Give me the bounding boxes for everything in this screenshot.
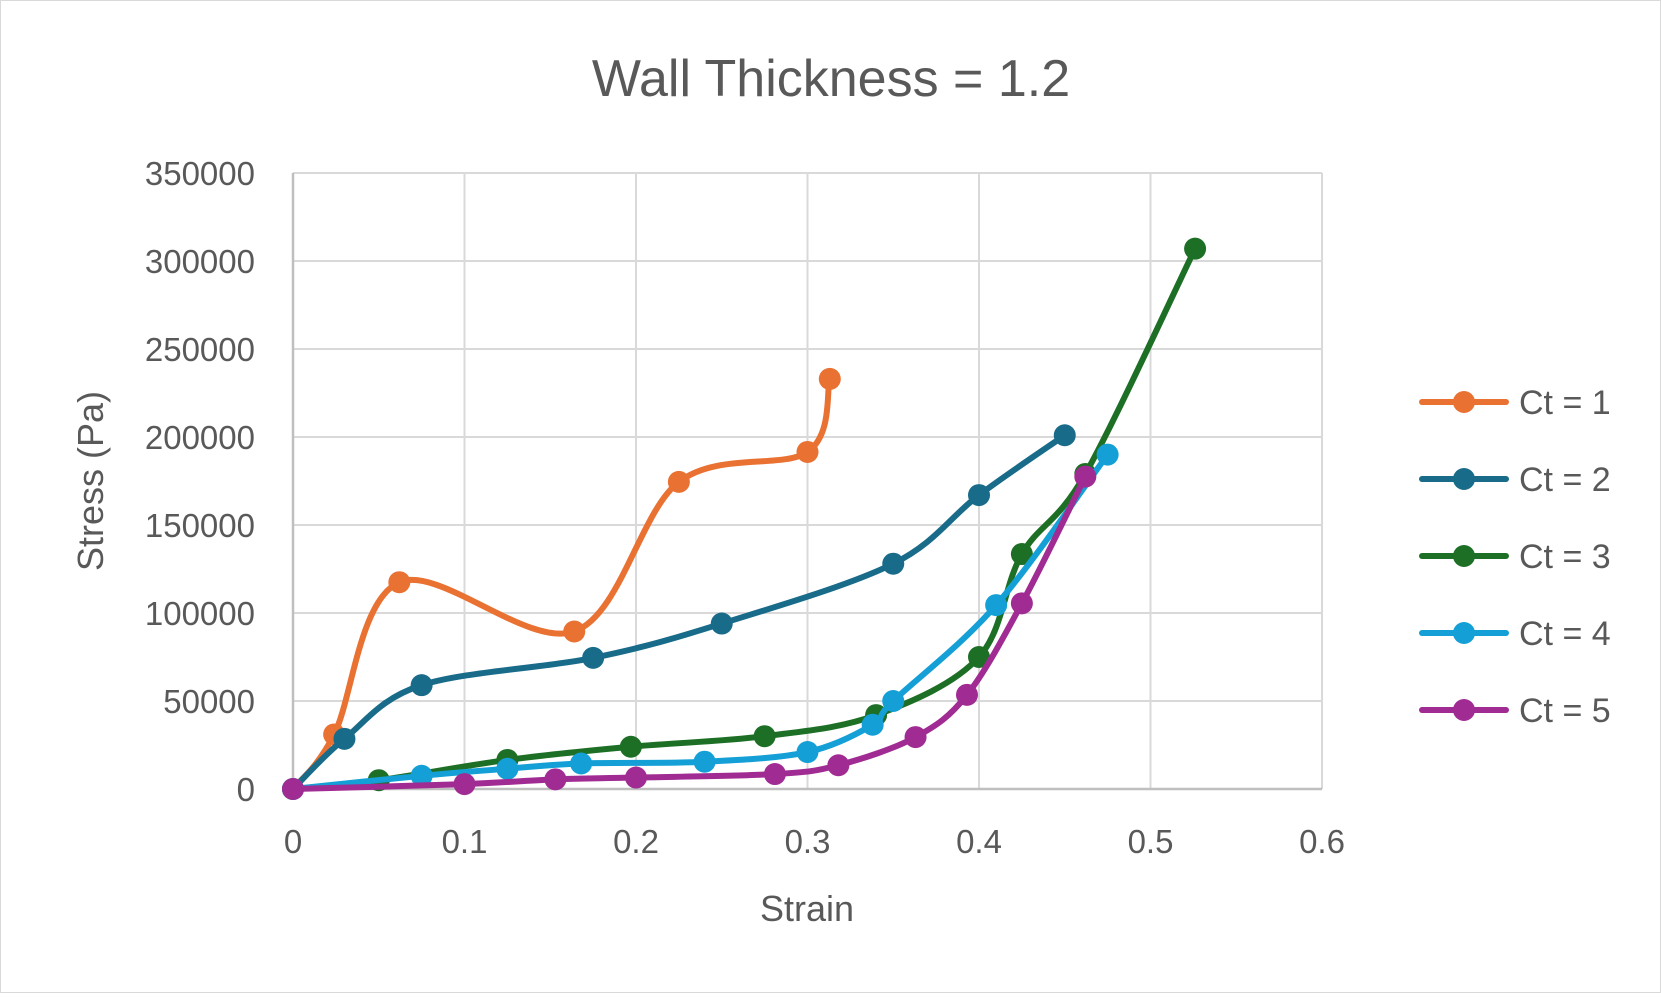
gridlines <box>292 172 1323 790</box>
data-point <box>410 674 433 697</box>
legend: Ct = 1 Ct = 2 Ct = 3 Ct = 4 Ct = 5 <box>1419 384 1611 730</box>
data-point <box>563 620 586 643</box>
series-2 <box>282 424 1076 800</box>
data-point <box>796 440 819 463</box>
y-tick-label: 200000 <box>145 419 255 456</box>
series-5 <box>282 465 1097 800</box>
legend-label: Ct = 4 <box>1519 615 1611 653</box>
y-tick-label: 250000 <box>145 331 255 368</box>
data-point <box>861 713 884 736</box>
data-point <box>710 612 733 635</box>
series-line <box>290 245 1199 792</box>
data-point <box>582 646 605 669</box>
y-tick-label: 0 <box>237 771 255 808</box>
data-point <box>955 683 978 706</box>
data-point <box>619 735 642 758</box>
series-4 <box>282 443 1119 800</box>
legend-marker-icon <box>1453 699 1475 721</box>
data-point <box>827 754 850 777</box>
series-line <box>290 432 1068 792</box>
data-point <box>796 741 819 764</box>
data-point <box>410 764 433 787</box>
data-point <box>388 571 411 594</box>
x-tick-label: 0.2 <box>613 823 659 860</box>
data-point <box>1053 424 1076 447</box>
x-tick-label: 0.1 <box>442 823 488 860</box>
data-point <box>333 727 356 750</box>
legend-item: Ct = 5 <box>1419 692 1611 730</box>
data-point <box>968 646 990 668</box>
data-point <box>1096 443 1119 466</box>
y-tick-label: 100000 <box>145 595 255 632</box>
y-tick-label: 300000 <box>145 243 255 280</box>
y-tick-label: 50000 <box>163 683 255 720</box>
data-point <box>1010 543 1033 566</box>
series-line <box>290 375 833 792</box>
legend-item: Ct = 2 <box>1419 461 1611 499</box>
data-point <box>282 778 304 800</box>
data-point <box>544 768 567 791</box>
data-point <box>882 690 905 712</box>
data-point <box>667 470 690 493</box>
data-point <box>818 367 841 390</box>
data-point <box>453 773 476 796</box>
legend-label: Ct = 3 <box>1519 538 1611 576</box>
y-axis-label: Stress (Pa) <box>70 391 111 571</box>
series-line <box>290 473 1089 792</box>
y-tick-label: 150000 <box>145 507 255 544</box>
x-tick-label: 0.4 <box>956 823 1002 860</box>
x-tick-label: 0.6 <box>1299 823 1345 860</box>
data-point <box>496 757 519 780</box>
x-axis-label: Strain <box>760 888 854 929</box>
data-point <box>763 763 786 786</box>
legend-label: Ct = 5 <box>1519 692 1611 730</box>
legend-item: Ct = 3 <box>1419 538 1611 576</box>
data-point <box>968 484 990 507</box>
data-point <box>882 552 905 575</box>
data-point <box>625 766 647 789</box>
series-line <box>290 451 1111 792</box>
data-point <box>1010 592 1033 615</box>
legend-marker-icon <box>1453 622 1475 644</box>
legend-marker-icon <box>1453 468 1475 490</box>
x-tick-label: 0.5 <box>1128 823 1174 860</box>
data-point <box>904 726 927 749</box>
legend-label: Ct = 1 <box>1519 384 1611 422</box>
legend-marker-icon <box>1453 545 1475 567</box>
x-tick-label: 0 <box>284 823 302 860</box>
legend-item: Ct = 4 <box>1419 615 1611 653</box>
legend-label: Ct = 2 <box>1519 461 1611 499</box>
data-point <box>753 725 776 748</box>
data-point <box>1074 465 1097 488</box>
x-tick-labels: 0 0.1 0.2 0.3 0.4 0.5 0.6 <box>284 823 1345 860</box>
x-tick-label: 0.3 <box>785 823 831 860</box>
legend-item: Ct = 1 <box>1419 384 1611 422</box>
data-point <box>1184 237 1207 260</box>
legend-marker-icon <box>1453 391 1475 413</box>
y-tick-label: 350000 <box>145 155 255 192</box>
y-tick-labels: 0 50000 100000 150000 200000 250000 300000 3500… <box>145 155 255 808</box>
chart-title: Wall Thickness = 1.2 <box>592 50 1070 108</box>
data-point <box>985 594 1008 617</box>
data-point <box>570 752 593 775</box>
data-point <box>693 750 716 773</box>
series-group <box>282 237 1207 800</box>
